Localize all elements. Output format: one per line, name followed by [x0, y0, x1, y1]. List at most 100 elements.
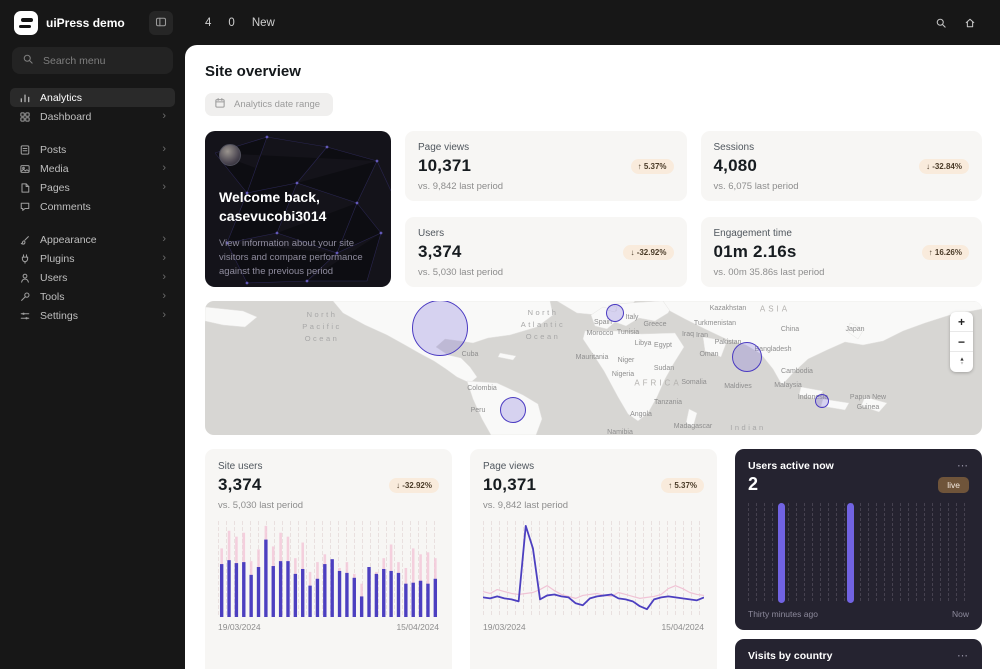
topbar-right	[935, 17, 976, 29]
stat-label: Page views	[418, 142, 470, 153]
sidebar-item-label: Pages	[40, 181, 70, 194]
map-controls: + −	[950, 312, 973, 372]
sidebar-item-settings[interactable]: Settings ›	[10, 306, 175, 325]
sidebar-item-comments[interactable]: Comments	[10, 197, 175, 216]
logo-mark-icon	[21, 18, 33, 22]
card-value: 10,371	[483, 475, 537, 494]
chevron-right-icon: ›	[162, 143, 166, 155]
users-active-now-card: Users active now ⋯ 2 live Thirty minutes…	[735, 449, 982, 630]
map-bubble-brazil[interactable]	[500, 397, 526, 423]
card-comparison: vs. 9,842 last period	[483, 500, 569, 511]
analytics-date-range-input[interactable]	[232, 98, 324, 111]
stat-comparison: vs. 5,030 last period	[418, 267, 504, 278]
chart-date-start: 19/03/2024	[218, 622, 261, 632]
site-title: uiPress demo	[46, 16, 125, 30]
chart-date-end: 15/04/2024	[396, 622, 439, 632]
map-compass-button[interactable]	[950, 352, 973, 372]
sidebar-item-label: Dashboard	[40, 110, 92, 123]
date-range-field[interactable]	[205, 93, 333, 116]
chevron-right-icon: ›	[162, 110, 166, 122]
stat-label: Engagement time	[713, 228, 792, 239]
home-icon[interactable]	[964, 17, 976, 29]
sidebar-item-label: Posts	[40, 143, 67, 156]
tools-icon	[19, 291, 31, 303]
delta-badge: ↑ 5.37%	[630, 158, 674, 174]
page-title: Site overview	[205, 63, 301, 80]
overview-grid: Welcome back, casevucobi3014 View inform…	[205, 131, 982, 287]
more-options-button[interactable]: ⋯	[957, 650, 969, 662]
card-value: 3,374	[218, 475, 262, 494]
chevron-right-icon: ›	[162, 233, 166, 245]
topbar-new-button[interactable]: New	[251, 16, 275, 29]
sidebar-item-appearance[interactable]: Appearance ›	[10, 230, 175, 249]
sidebar-item-dashboard[interactable]: Dashboard ›	[10, 107, 175, 126]
page-views-line-chart	[483, 519, 704, 617]
visits-by-country-card: Visits by country ⋯ 2024/03/18 - 2024/04…	[735, 639, 982, 669]
search-icon[interactable]	[935, 17, 947, 29]
analytics-icon	[19, 92, 31, 104]
main-content: Site overview Welcome back, casevucobi3	[185, 45, 1000, 669]
sidebar-item-posts[interactable]: Posts ›	[10, 140, 175, 159]
site-users-card: Site users 3,374 ↓ -32.92% vs. 5,030 las…	[205, 449, 452, 669]
sidebar-search[interactable]	[12, 47, 173, 74]
chart-date-start: 19/03/2024	[483, 622, 526, 632]
menu-search-input[interactable]	[41, 53, 163, 68]
card-value: 2	[748, 474, 759, 494]
ellipsis-icon: ⋯	[957, 459, 969, 472]
settings-icon	[19, 310, 31, 322]
users-icon	[19, 272, 31, 284]
search-icon	[22, 52, 34, 70]
appearance-icon	[19, 234, 31, 246]
sidebar-item-plugins[interactable]: Plugins ›	[10, 249, 175, 268]
live-badge: live	[938, 476, 969, 493]
calendar-icon	[214, 96, 226, 114]
sidebar-item-label: Tools	[40, 290, 65, 303]
stat-label: Sessions	[713, 142, 755, 153]
sidebar-group: Analytics Dashboard ›	[10, 88, 175, 126]
sidebar-item-label: Comments	[40, 200, 91, 213]
map-bubble-india[interactable]	[732, 342, 762, 372]
stat-value: 3,374	[418, 242, 462, 261]
delta-badge: ↑ 5.37%	[661, 477, 704, 493]
topbar-updates-count[interactable]: 0	[228, 16, 235, 29]
map-bubble-indonesia[interactable]	[815, 394, 829, 408]
sidebar-item-label: Appearance	[40, 233, 97, 246]
sidebar-group: Posts › Media › Pages › Comments	[10, 140, 175, 216]
stat-value: 01m 2.16s	[713, 242, 797, 261]
card-label: Site users	[218, 461, 263, 472]
chart-footer-left: Thirty minutes ago	[748, 609, 818, 619]
sidebar-item-label: Analytics	[40, 91, 83, 104]
sidebar-item-tools[interactable]: Tools ›	[10, 287, 175, 306]
sidebar-item-label: Users	[40, 271, 68, 284]
welcome-card: Welcome back, casevucobi3014 View inform…	[205, 131, 391, 287]
constellation-decor	[214, 135, 391, 285]
sidebar-nav: Analytics Dashboard › Posts › Media › Pages › Com…	[0, 86, 185, 341]
map-zoom-in-button[interactable]: +	[950, 312, 973, 332]
world-map[interactable]: North Pacific Ocean North Atlantic Ocean I…	[205, 301, 982, 435]
sidebar-item-pages[interactable]: Pages ›	[10, 178, 175, 197]
sidebar-item-label: Plugins	[40, 252, 75, 265]
more-options-button[interactable]: ⋯	[957, 459, 969, 472]
delta-badge: ↓ -32.92%	[623, 244, 674, 260]
stat-value: 4,080	[713, 156, 758, 175]
map-bubble-united-states[interactable]	[412, 301, 468, 356]
topbar-comments-count[interactable]: 4	[205, 16, 212, 29]
map-zoom-out-button[interactable]: −	[950, 332, 973, 352]
active-now-chart	[748, 503, 969, 603]
compass-icon	[956, 355, 968, 370]
plugins-icon	[19, 253, 31, 265]
sidebar-item-media[interactable]: Media ›	[10, 159, 175, 178]
stat-comparison: vs. 00m 35.86s last period	[713, 267, 825, 278]
chart-date-end: 15/04/2024	[661, 622, 704, 632]
sidebar-item-analytics[interactable]: Analytics	[10, 88, 175, 107]
stat-comparison: vs. 9,842 last period	[418, 181, 504, 192]
stat-label: Users	[418, 228, 445, 239]
uipress-logo[interactable]	[14, 11, 38, 35]
stat-card-page-views: Page views 10,371 ↑ 5.37% vs. 9,842 last pe…	[405, 131, 687, 201]
sidebar-item-users[interactable]: Users ›	[10, 268, 175, 287]
map-bubble-united-kingdom[interactable]	[606, 304, 624, 322]
chevron-right-icon: ›	[162, 162, 166, 174]
dashboard-icon	[19, 111, 31, 123]
collapse-sidebar-button[interactable]	[149, 11, 173, 35]
active-user-bar	[847, 503, 855, 603]
